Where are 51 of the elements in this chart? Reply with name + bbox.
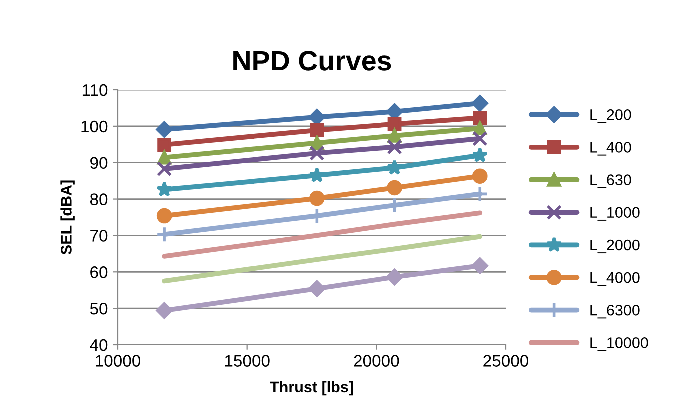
x-tick-label: 10000 <box>96 355 141 367</box>
y-tick-label: 100 <box>82 120 108 133</box>
legend-label: L_4000 <box>590 272 640 286</box>
chart-title: NPD Curves <box>234 51 392 71</box>
point <box>472 131 488 146</box>
x-tick-label: 25000 <box>484 355 529 367</box>
point <box>156 302 173 320</box>
line-series <box>162 234 483 284</box>
y-tick-label: 40 <box>90 339 108 352</box>
y-tick-label: 90 <box>90 157 108 170</box>
legend-label: L_6300 <box>590 304 640 319</box>
point <box>473 122 488 136</box>
point <box>386 160 403 175</box>
y-tick-label: 60 <box>90 266 108 278</box>
y-tick-label: 80 <box>90 194 108 206</box>
y-tick-label: 50 <box>90 302 108 315</box>
point <box>158 138 172 152</box>
point <box>472 147 488 163</box>
point <box>386 268 404 286</box>
legend-label: L_10000 <box>590 338 648 352</box>
point <box>309 167 326 183</box>
point <box>156 121 173 138</box>
point <box>156 161 172 177</box>
y-axis-title: SEL [dBA] <box>60 180 75 255</box>
point <box>387 180 402 196</box>
point <box>158 150 172 165</box>
point <box>310 123 324 138</box>
x-axis-title: Thrust [lbs] <box>270 381 354 396</box>
point <box>472 258 488 274</box>
point <box>310 146 325 162</box>
point <box>472 95 488 112</box>
legend-label: L_1000 <box>590 207 640 221</box>
point <box>388 117 402 132</box>
x-tick-label: 15000 <box>225 355 270 367</box>
point <box>473 111 488 125</box>
point <box>156 208 172 224</box>
x-tick-label: 20000 <box>354 355 400 367</box>
point <box>156 181 173 197</box>
point <box>310 190 325 206</box>
y-tick-label: 110 <box>82 84 108 96</box>
point <box>388 128 402 143</box>
legend-label: L_400 <box>590 142 632 156</box>
point <box>472 168 488 184</box>
legend-label: L_630 <box>590 174 632 188</box>
point <box>308 280 326 298</box>
point <box>387 140 402 155</box>
y-tick-label: 70 <box>90 230 108 242</box>
legend-label: L_2000 <box>590 240 640 254</box>
legend-label: L_200 <box>590 110 632 124</box>
point <box>472 186 488 203</box>
line-series <box>162 210 483 259</box>
